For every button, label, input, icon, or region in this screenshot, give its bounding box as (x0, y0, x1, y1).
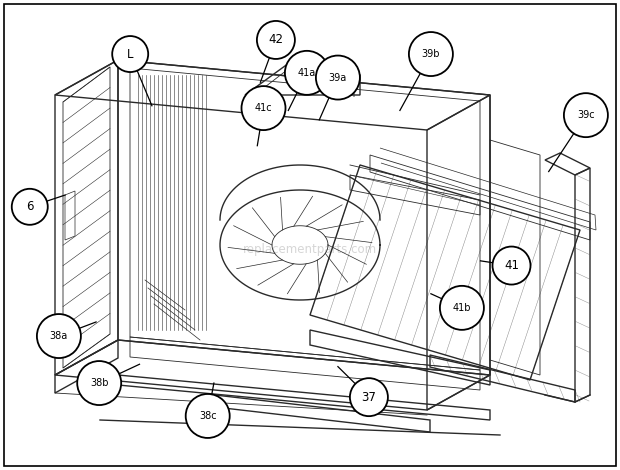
Text: 39c: 39c (577, 110, 595, 120)
Circle shape (316, 55, 360, 100)
Text: 6: 6 (26, 200, 33, 213)
Circle shape (285, 51, 329, 95)
Circle shape (186, 394, 229, 438)
Text: 41b: 41b (453, 303, 471, 313)
Circle shape (242, 86, 285, 130)
Circle shape (564, 93, 608, 137)
Circle shape (350, 378, 388, 416)
Text: 37: 37 (361, 391, 376, 404)
Text: 41a: 41a (298, 68, 316, 78)
Circle shape (37, 314, 81, 358)
Text: 41c: 41c (255, 103, 272, 113)
Text: 42: 42 (268, 33, 283, 47)
Circle shape (112, 36, 148, 72)
Text: 38a: 38a (50, 331, 68, 341)
Circle shape (409, 32, 453, 76)
Circle shape (440, 286, 484, 330)
Circle shape (492, 247, 531, 284)
Text: replacementparts.com: replacementparts.com (243, 243, 377, 257)
Circle shape (12, 189, 48, 225)
Text: 41: 41 (504, 259, 519, 272)
Text: 38b: 38b (90, 378, 108, 388)
Circle shape (257, 21, 295, 59)
Circle shape (78, 361, 121, 405)
Text: 39a: 39a (329, 72, 347, 83)
Text: L: L (127, 47, 133, 61)
Text: 38c: 38c (199, 411, 216, 421)
Text: 39b: 39b (422, 49, 440, 59)
